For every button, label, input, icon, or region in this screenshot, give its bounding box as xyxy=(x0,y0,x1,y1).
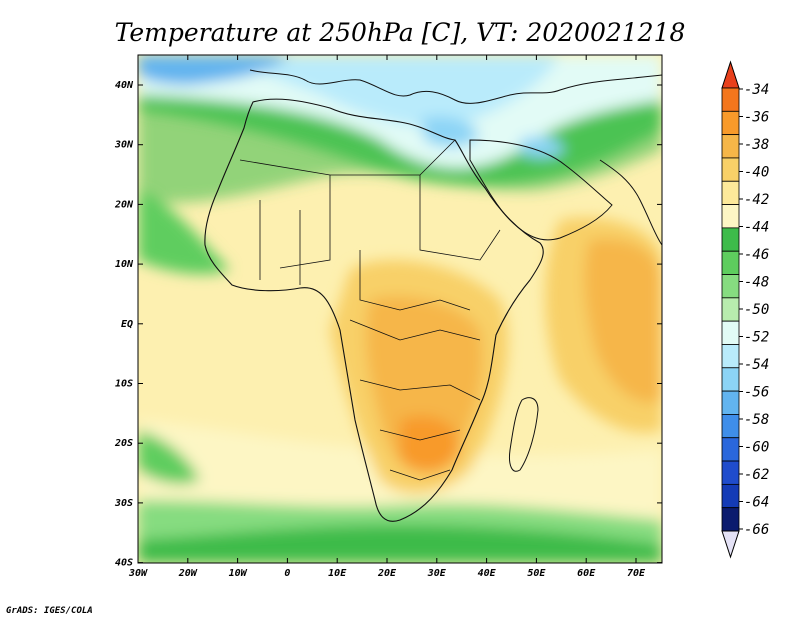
africa-coastline xyxy=(204,98,544,522)
colorbar-swatch xyxy=(721,367,740,392)
credit-text: GrADS: IGES/COLA xyxy=(6,606,93,616)
colorbar-label: -42 xyxy=(744,192,769,208)
colorbar: -34 -36 -38 -40 -42 -44 -46 -48 -50 -52 -54 -56 -58 -… xyxy=(721,60,769,559)
colorbar-top-arrow xyxy=(721,60,740,89)
colorbar-swatch xyxy=(721,110,740,136)
lon-tick-label: 70E xyxy=(627,568,646,579)
colorbar-label: -56 xyxy=(744,385,769,401)
colorbar-label: -60 xyxy=(744,440,769,456)
latitude-axis: 40N 30N 20N 10N EQ 10S 20S 30S 40S xyxy=(114,80,662,569)
map-title: Temperature at 250hPa [C], VT: 202002121… xyxy=(115,18,686,47)
lat-tick-label: 30S xyxy=(114,498,133,509)
colorbar-label: -58 xyxy=(744,412,769,428)
colorbar-swatch xyxy=(721,460,740,485)
lon-tick-label: 30W xyxy=(128,568,148,579)
colorbar-swatch xyxy=(721,414,740,439)
lat-tick-label: 20N xyxy=(114,199,134,210)
lat-tick-label: 40S xyxy=(115,558,133,569)
lon-tick-label: 10W xyxy=(229,568,248,579)
colorbar-swatch xyxy=(721,297,740,322)
country-borders xyxy=(239,139,501,481)
longitude-axis: 30W 20W 10W 0 10E 20E 30E 40E 50E 60E 70E xyxy=(128,55,646,579)
colorbar-swatch xyxy=(721,344,740,369)
india-outline xyxy=(599,159,662,246)
colorbar-label: -64 xyxy=(744,495,769,511)
colorbar-label: -52 xyxy=(744,330,769,346)
colorbar-swatch xyxy=(721,134,740,159)
colorbar-label: -48 xyxy=(744,275,769,291)
colorbar-label: -38 xyxy=(744,137,769,153)
colorbar-swatch xyxy=(721,390,740,415)
colorbar-label: -54 xyxy=(744,357,769,373)
colorbar-swatch xyxy=(721,250,740,275)
europe-coastline xyxy=(249,69,662,104)
colorbar-swatch xyxy=(721,320,740,345)
lat-tick-label: 10S xyxy=(115,379,133,390)
madagascar-outline xyxy=(509,397,539,472)
colorbar-label: -46 xyxy=(744,247,769,263)
colorbar-bottom-arrow xyxy=(721,530,740,559)
colorbar-swatch xyxy=(721,227,740,252)
colorbar-swatch xyxy=(721,274,740,299)
colorbar-swatch xyxy=(721,507,740,532)
lon-tick-label: 30E xyxy=(427,568,447,579)
lat-tick-label: 30N xyxy=(114,140,134,151)
lon-tick-label: 10E xyxy=(328,568,347,579)
temperature-field xyxy=(138,55,662,563)
lat-tick-label: 10N xyxy=(115,259,134,270)
colorbar-label: -50 xyxy=(744,302,769,318)
lat-tick-label: 40N xyxy=(115,80,134,91)
colorbar-label: -36 xyxy=(744,110,769,126)
lon-tick-label: 20W xyxy=(178,568,198,579)
colorbar-swatch xyxy=(721,483,740,509)
colorbar-label: -66 xyxy=(744,522,769,538)
colorbar-label: -40 xyxy=(744,165,769,181)
lat-tick-label: 20S xyxy=(114,438,133,449)
colorbar-label: -44 xyxy=(744,220,769,236)
lon-tick-label: 40E xyxy=(478,568,497,579)
colorbar-label: -62 xyxy=(744,467,769,483)
lat-tick-label: EQ xyxy=(121,319,133,330)
colorbar-swatch xyxy=(721,437,740,462)
lon-tick-label: 0 xyxy=(284,568,290,579)
colorbar-swatch xyxy=(721,87,740,112)
lon-tick-label: 50E xyxy=(527,568,546,579)
colorbar-swatch xyxy=(721,180,740,205)
lon-tick-label: 60E xyxy=(577,568,596,579)
arabia-outline xyxy=(469,139,613,241)
colorbar-label: -34 xyxy=(744,82,769,98)
colorbar-swatch xyxy=(721,204,740,229)
map-frame xyxy=(137,54,663,564)
colorbar-swatch xyxy=(721,157,740,182)
lon-tick-label: 20E xyxy=(377,568,397,579)
